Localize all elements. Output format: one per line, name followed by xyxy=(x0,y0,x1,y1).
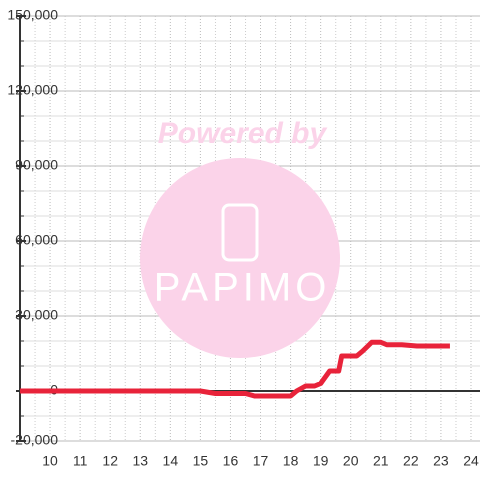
y-tick-label: 30,000 xyxy=(15,307,58,323)
x-tick-label: 19 xyxy=(313,453,329,469)
watermark-circle xyxy=(140,158,340,358)
x-tick-label: 12 xyxy=(102,453,118,469)
y-tick-label: 60,000 xyxy=(15,232,58,248)
watermark-icon xyxy=(221,203,259,262)
x-tick-label: 17 xyxy=(253,453,269,469)
watermark-text: Powered by xyxy=(158,117,328,150)
y-tick-label: 90,000 xyxy=(15,157,58,173)
x-tick-label: 22 xyxy=(403,453,419,469)
x-tick-label: 21 xyxy=(373,453,389,469)
x-tick-label: 14 xyxy=(163,453,179,469)
x-tick-label: 23 xyxy=(433,453,449,469)
watermark: Powered by PAPIMO xyxy=(140,117,340,358)
x-tick-label: 11 xyxy=(73,453,88,469)
x-tick-label: 13 xyxy=(132,453,148,469)
y-tick-label: 120,000 xyxy=(7,82,58,98)
x-tick-label: 24 xyxy=(463,453,479,469)
x-tick-label: 20 xyxy=(343,453,359,469)
x-tick-label: 10 xyxy=(42,453,58,469)
x-tick-label: 18 xyxy=(283,453,299,469)
x-tick-label: 16 xyxy=(223,453,239,469)
watermark-logo: PAPIMO xyxy=(154,266,331,310)
y-tick-label: 150,000 xyxy=(7,7,58,23)
y-tick-label: -20,000 xyxy=(11,432,59,448)
x-tick-label: 15 xyxy=(193,453,209,469)
plot: 10 11 12 13 14 15 16 17 18 19 20 21 22 23 24-20,000030… xyxy=(7,7,480,469)
series-line xyxy=(20,339,450,399)
